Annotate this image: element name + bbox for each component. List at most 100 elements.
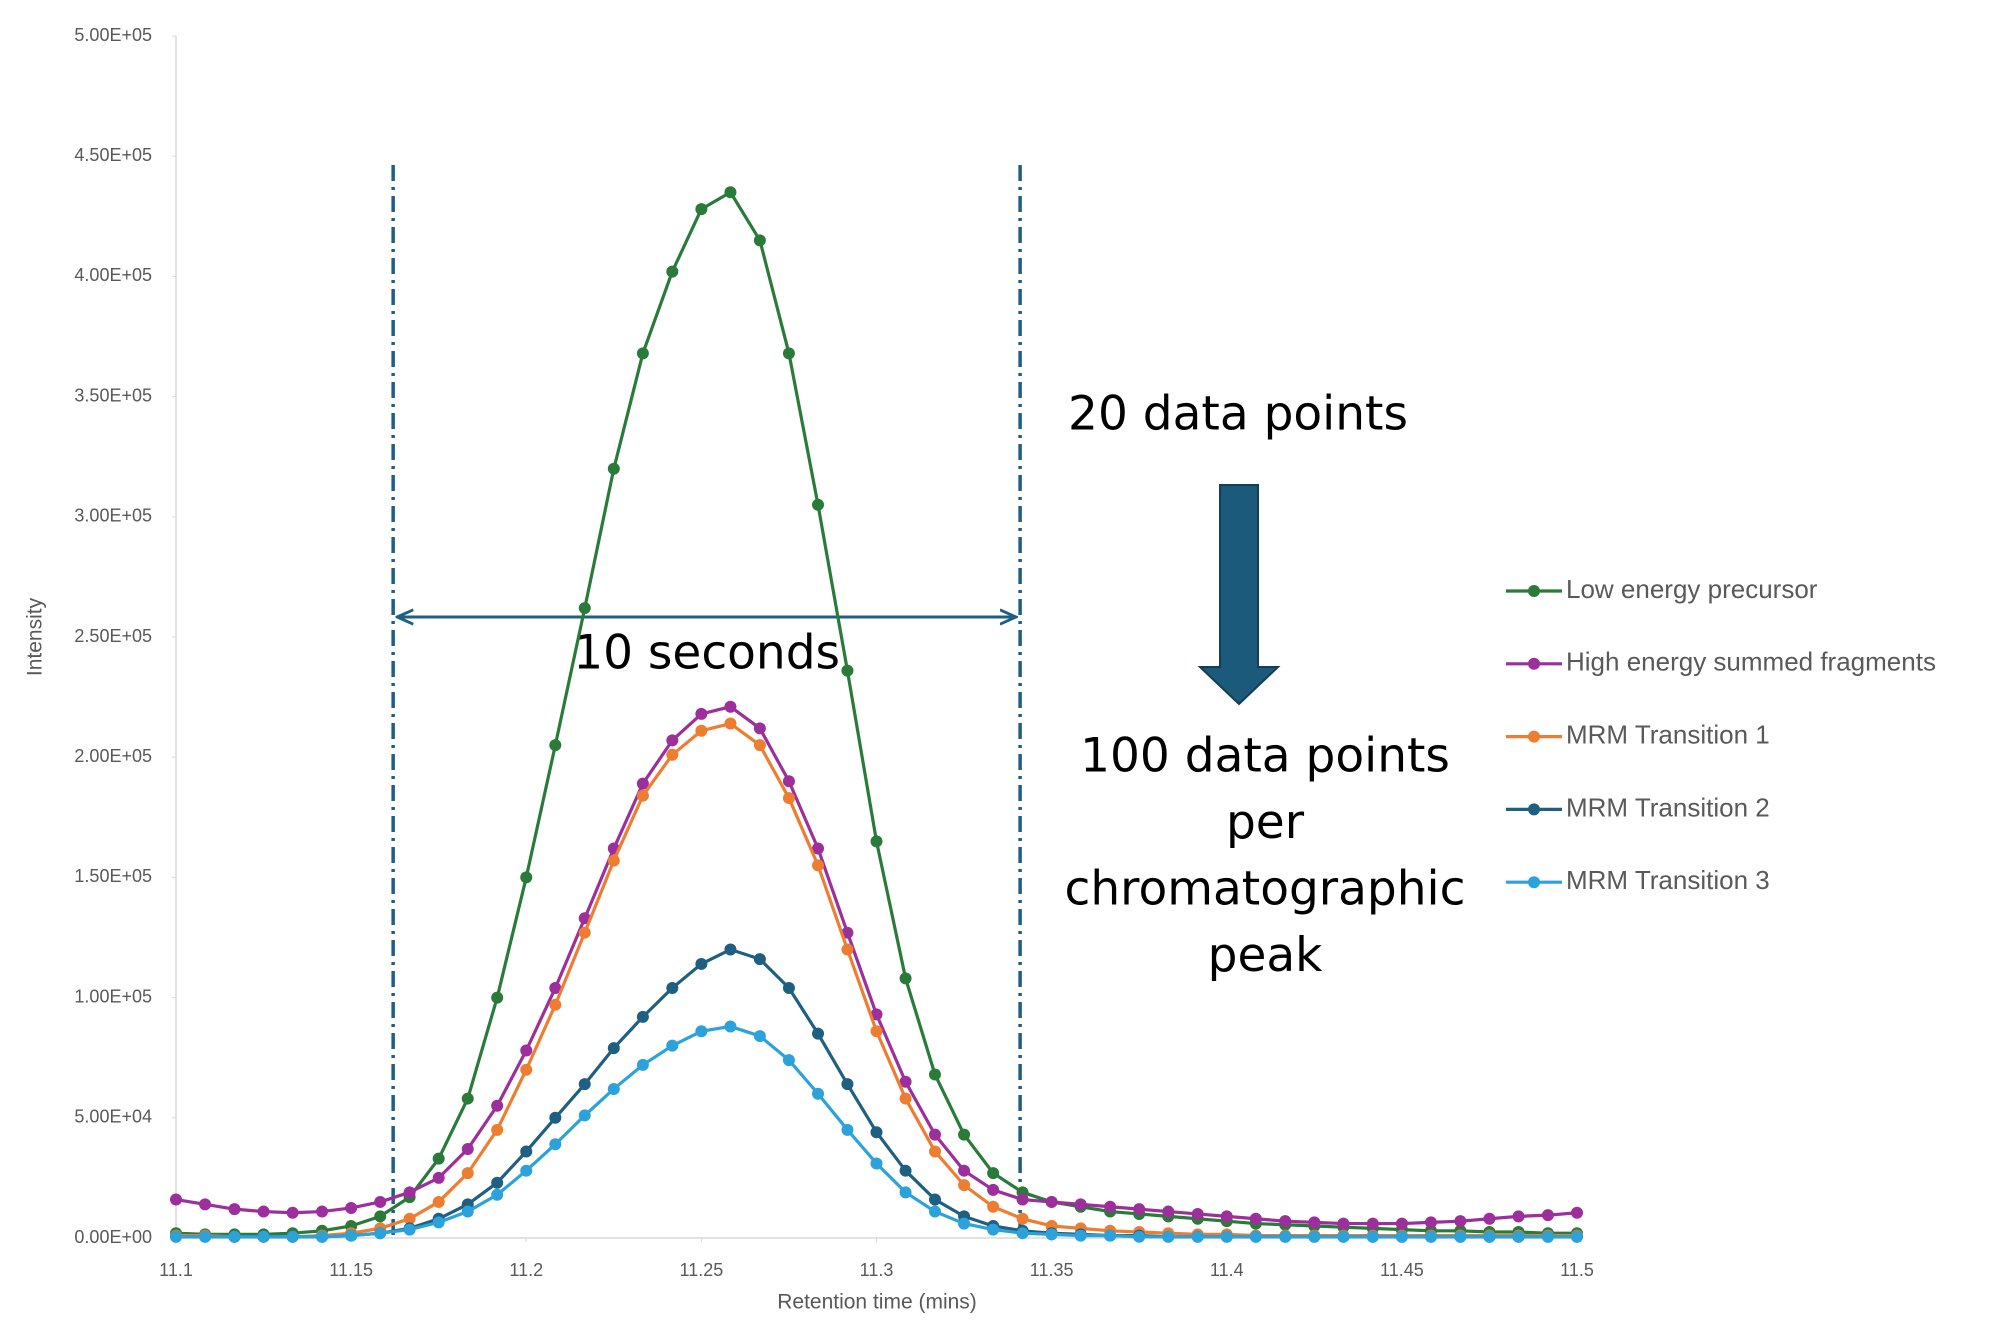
data-point <box>1308 1230 1321 1243</box>
data-point <box>520 1164 533 1177</box>
data-point <box>1279 1230 1292 1243</box>
data-point <box>1074 1198 1087 1211</box>
data-point <box>870 1025 883 1038</box>
data-point <box>578 602 591 615</box>
data-point <box>928 1193 941 1206</box>
series-line <box>175 190 1577 1236</box>
legend-label: MRM Transition 2 <box>1566 792 1770 822</box>
y-axis-title: Intensity <box>24 597 47 676</box>
data-point <box>753 953 766 966</box>
data-point <box>1191 1230 1204 1243</box>
data-point <box>987 1200 1000 1213</box>
data-point <box>636 1010 649 1023</box>
data-point <box>695 1025 708 1038</box>
data-point <box>636 347 649 360</box>
data-point <box>228 1230 241 1243</box>
data-point <box>782 1054 795 1067</box>
data-point <box>491 1123 504 1136</box>
data-point <box>491 1176 504 1189</box>
y-tick-label: 4.00E+05 <box>74 265 152 285</box>
data-point <box>870 1157 883 1170</box>
x-tick-label: 11.1 <box>159 1260 193 1280</box>
data-point <box>432 1171 445 1184</box>
down-arrow <box>1197 484 1281 706</box>
data-point <box>1104 1200 1117 1213</box>
data-point <box>899 1092 912 1105</box>
data-point <box>724 717 737 730</box>
y-tick-label: 4.50E+05 <box>74 145 152 165</box>
data-point <box>928 1145 941 1158</box>
data-point <box>170 1230 182 1243</box>
after-label: peak <box>1208 928 1324 983</box>
data-point <box>899 1075 912 1088</box>
data-point <box>1483 1212 1496 1225</box>
x-tick-label: 11.3 <box>860 1260 894 1280</box>
data-point <box>958 1179 971 1192</box>
data-point <box>1279 1215 1292 1228</box>
data-point <box>549 739 562 752</box>
data-point <box>958 1164 971 1177</box>
data-point <box>724 943 737 956</box>
data-point <box>403 1212 416 1225</box>
data-point <box>636 777 649 790</box>
data-point <box>841 943 854 956</box>
y-tick-label: 1.00E+05 <box>74 986 152 1006</box>
legend-label: High energy summed fragments <box>1566 647 1936 677</box>
data-point <box>1512 1230 1525 1243</box>
legend-label: MRM Transition 3 <box>1566 865 1770 895</box>
data-point <box>491 1188 504 1201</box>
data-point <box>666 1039 679 1052</box>
series-line <box>175 705 1578 1226</box>
data-point <box>461 1205 474 1218</box>
data-point <box>1395 1230 1408 1243</box>
data-point <box>695 707 708 720</box>
data-point <box>724 700 737 713</box>
data-point <box>1424 1230 1437 1243</box>
data-point <box>1133 1203 1146 1216</box>
data-point <box>607 854 620 867</box>
data-point <box>316 1205 329 1218</box>
data-point <box>899 972 912 985</box>
data-point <box>432 1195 445 1208</box>
data-point <box>403 1186 416 1199</box>
data-point <box>870 1008 883 1021</box>
y-tick-label: 1.50E+05 <box>74 866 152 886</box>
data-point <box>520 1063 533 1076</box>
legend-label: MRM Transition 1 <box>1566 719 1770 749</box>
y-tick-label: 5.00E+04 <box>74 1107 152 1127</box>
data-point <box>666 734 679 747</box>
legend-marker <box>1528 585 1540 597</box>
data-point <box>286 1206 299 1219</box>
data-point <box>812 498 825 511</box>
data-point <box>607 1042 620 1055</box>
data-point <box>461 1092 474 1105</box>
legend-marker <box>1528 730 1540 743</box>
data-point <box>928 1205 941 1218</box>
data-point <box>958 1217 971 1230</box>
data-point <box>782 792 795 805</box>
data-point <box>578 1109 591 1122</box>
data-point <box>987 1167 1000 1180</box>
data-point <box>1220 1210 1233 1223</box>
data-point <box>199 1230 212 1243</box>
data-point <box>549 1138 562 1151</box>
x-tick-label: 11.5 <box>1560 1260 1594 1280</box>
data-point <box>1454 1215 1467 1228</box>
data-point <box>520 1145 533 1158</box>
data-point <box>1016 1227 1029 1240</box>
data-point <box>1308 1216 1321 1229</box>
data-point <box>1541 1230 1554 1243</box>
y-tick-label: 3.00E+05 <box>74 506 152 526</box>
data-point <box>841 664 854 677</box>
data-point <box>987 1223 1000 1236</box>
data-point <box>257 1230 270 1243</box>
x-tick-label: 11.4 <box>1210 1260 1244 1280</box>
data-point <box>170 1193 182 1206</box>
data-point <box>345 1229 358 1242</box>
data-point <box>666 748 679 761</box>
data-point <box>782 775 795 788</box>
data-point <box>257 1205 270 1218</box>
data-point <box>461 1143 474 1156</box>
data-point <box>345 1201 358 1214</box>
